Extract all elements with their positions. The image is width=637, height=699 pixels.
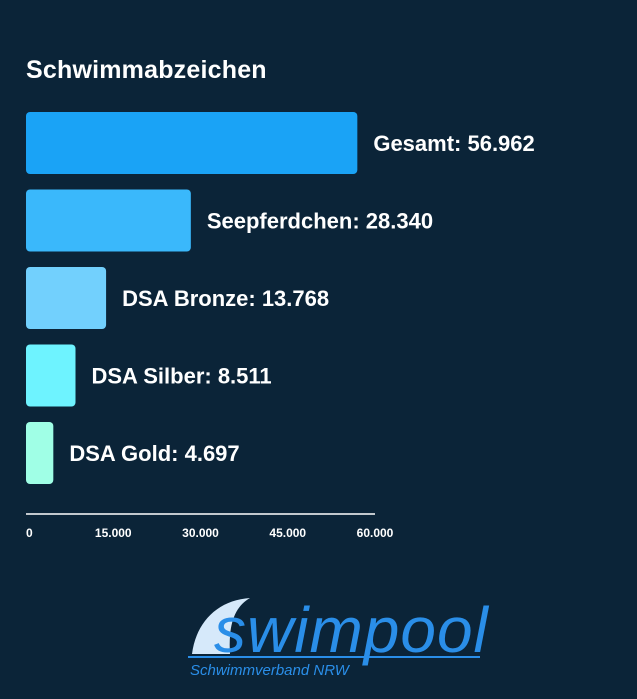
- x-tick-label: 30.000: [182, 526, 219, 540]
- bar-label-dsa-silber: DSA Silber: 8.511: [92, 364, 272, 389]
- x-tick-label: 45.000: [269, 526, 306, 540]
- x-tick-label: 15.000: [95, 526, 132, 540]
- bar-dsa-bronze: [26, 267, 107, 329]
- bar-label-seepferdchen: Seepferdchen: 28.340: [207, 209, 433, 234]
- bar-label-dsa-bronze: DSA Bronze: 13.768: [122, 286, 329, 311]
- bar-label-dsa-gold: DSA Gold: 4.697: [69, 441, 239, 466]
- bar-chart: Gesamt: 56.962 Seepferdchen: 28.340 DSA Br…: [26, 112, 535, 540]
- bar-dsa-gold: [26, 422, 54, 484]
- logo-subtitle: Schwimmverband NRW: [190, 662, 349, 679]
- wave-icon: [192, 598, 250, 654]
- logo-underline: [188, 656, 480, 658]
- x-tick-label: 60.000: [357, 526, 394, 540]
- bar-dsa-silber: [26, 344, 76, 407]
- bar-seepferdchen: [26, 189, 191, 252]
- bar-label-gesamt: Gesamt: 56.962: [373, 131, 534, 156]
- bar-gesamt: [26, 112, 358, 174]
- swimpool-logo: swimpool Schwimmverband NRW: [188, 592, 498, 684]
- x-tick-label: 0: [26, 526, 33, 540]
- chart-title: Schwimmabzeichen: [26, 56, 267, 84]
- logo-wordmark: swimpool: [214, 594, 489, 666]
